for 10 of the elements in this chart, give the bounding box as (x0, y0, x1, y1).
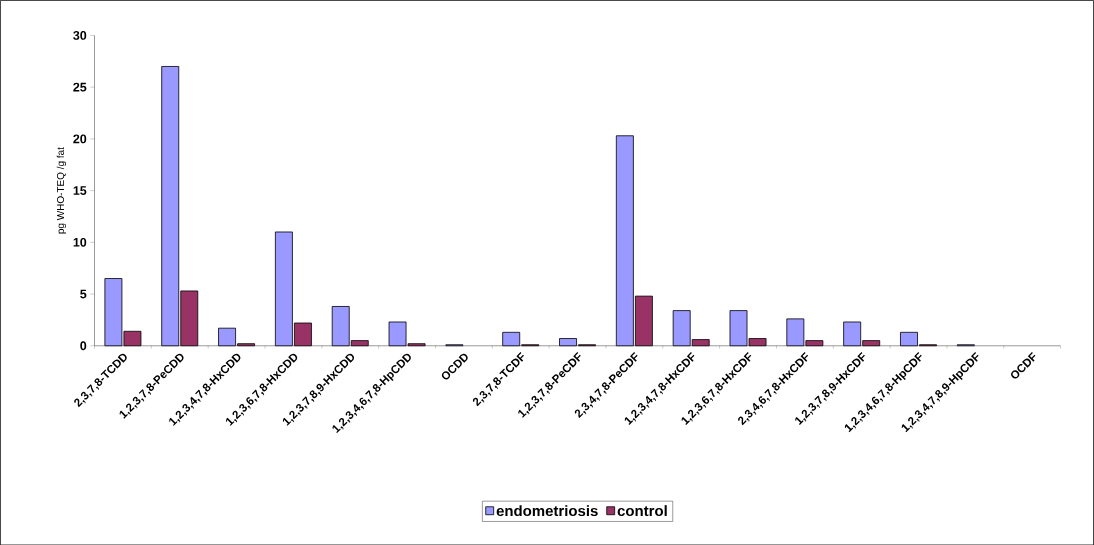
legend-label: control (617, 504, 667, 516)
y-tick-label: 20 (73, 134, 87, 144)
y-tick-label: 15 (73, 186, 87, 195)
y-tick-label: 10 (73, 237, 87, 247)
y-axis-title: pg WHO-TEQ /g fat (56, 146, 67, 234)
y-tick-label: 25 (73, 82, 87, 92)
y-tick-label: 5 (80, 289, 87, 299)
y-tick-label: 30 (73, 30, 87, 40)
y-tick-label: 0 (80, 341, 87, 350)
legend-label: endometriosis (496, 504, 598, 516)
